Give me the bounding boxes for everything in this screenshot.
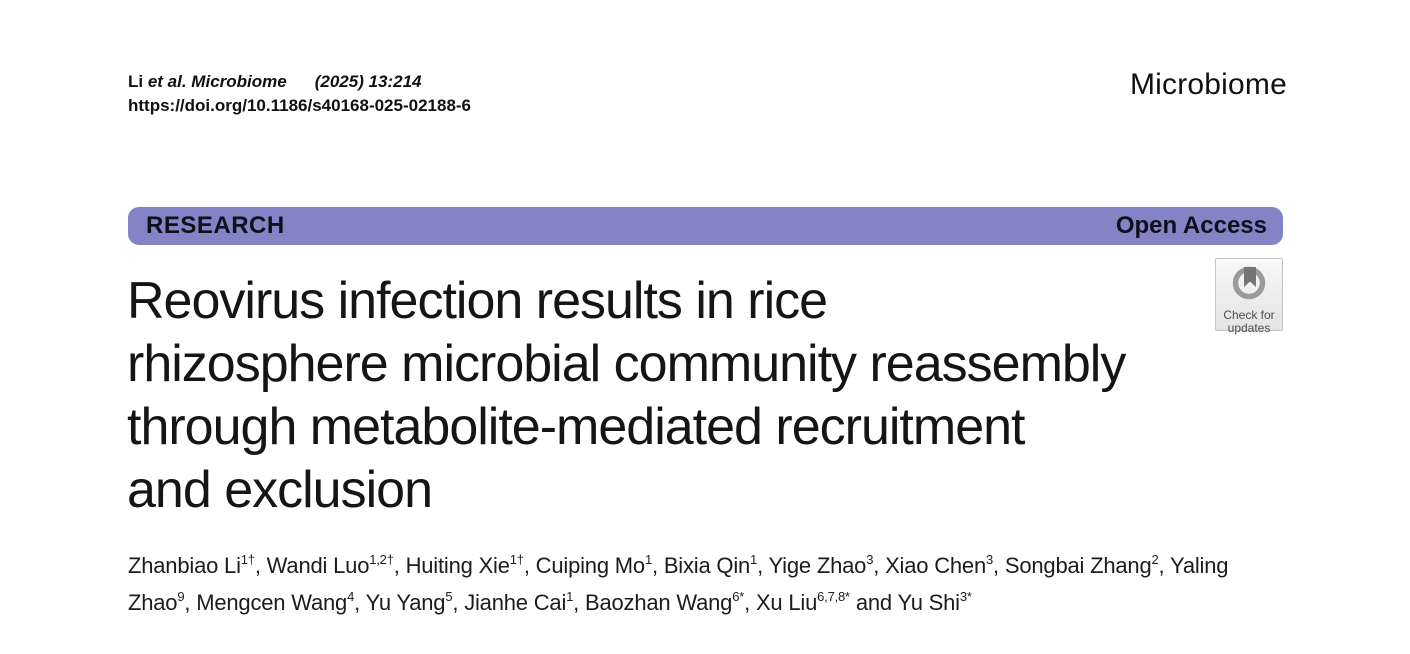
author: Songbai Zhang2 [1004, 551, 1159, 578]
author-affiliation-sup: 4 [347, 588, 355, 604]
author-affiliation-sup: 5 [445, 588, 453, 604]
crossmark-logo-icon [1230, 264, 1268, 307]
author: Huiting Xie1† [405, 551, 524, 578]
author: Zhanbiao Li1† [128, 551, 255, 578]
author-affiliation-sup: 6* [732, 588, 745, 604]
section-label: RESEARCH [146, 212, 285, 239]
title-line-2: rhizosphere microbial community reassemb… [127, 335, 1126, 393]
author: Bixia Qin1 [663, 551, 758, 578]
section-banner: RESEARCH Open Access [128, 207, 1283, 245]
check-for-updates-badge[interactable]: Check for updates [1215, 258, 1283, 335]
title-line-4: and exclusion [127, 461, 433, 519]
author: Jianhe Cai1 [464, 588, 574, 615]
citation-block: Li et al. Microbiome (2025) 13:214 https:… [128, 70, 471, 118]
journal-name: Microbiome [1129, 68, 1287, 101]
open-access-label: Open Access [1115, 212, 1267, 239]
author: Cuiping Mo1 [535, 551, 653, 578]
author: Xiao Chen3 [885, 551, 994, 578]
author-affiliation-sup: 3* [959, 588, 972, 604]
citation-volume: (2025) 13:214 [314, 72, 422, 91]
author: Yu Shi3* [897, 588, 972, 615]
check-for-updates-text: Check for updates [1223, 308, 1275, 335]
title-line-3: through metabolite-mediated recruitment [127, 398, 1025, 456]
author-affiliation-sup: 1 [566, 588, 574, 604]
author-affiliation-sup: 3 [866, 551, 874, 567]
citation-source: et al. Microbiome [147, 72, 287, 91]
author-affiliation-sup: 6,7,8* [817, 588, 850, 604]
author-affiliation-sup: 9 [177, 588, 185, 604]
author-affiliation-sup: 1† [509, 551, 524, 567]
author-affiliation-sup: 1† [240, 551, 255, 567]
author: Xu Liu6,7,8* [755, 588, 850, 615]
citation-line: Li et al. Microbiome (2025) 13:214 [128, 70, 471, 94]
author: Yaling Zhao9 [128, 553, 1229, 615]
author: Mengcen Wang4 [196, 588, 355, 615]
author: Yu Yang5 [365, 588, 453, 615]
author-affiliation-sup: 3 [986, 551, 994, 567]
author-list: Zhanbiao Li1†, Wandi Luo1,2†, Huiting Xi… [128, 551, 1229, 615]
citation-authors: Li [128, 72, 148, 91]
author-affiliation-sup: 1 [750, 551, 758, 567]
article-title: Reovirus infection results in rice rhizo… [127, 270, 1287, 522]
author: Yige Zhao3 [768, 551, 874, 578]
author-affiliation-sup: 2 [1151, 551, 1159, 567]
title-line-1: Reovirus infection results in rice [127, 272, 828, 330]
doi-link[interactable]: https://doi.org/10.1186/s40168-025-02188… [128, 96, 472, 115]
author: Baozhan Wang6* [585, 588, 745, 615]
author-affiliation-sup: 1,2† [369, 551, 394, 567]
author-affiliation-sup: 1 [644, 551, 652, 567]
author: Wandi Luo1,2† [266, 551, 394, 578]
